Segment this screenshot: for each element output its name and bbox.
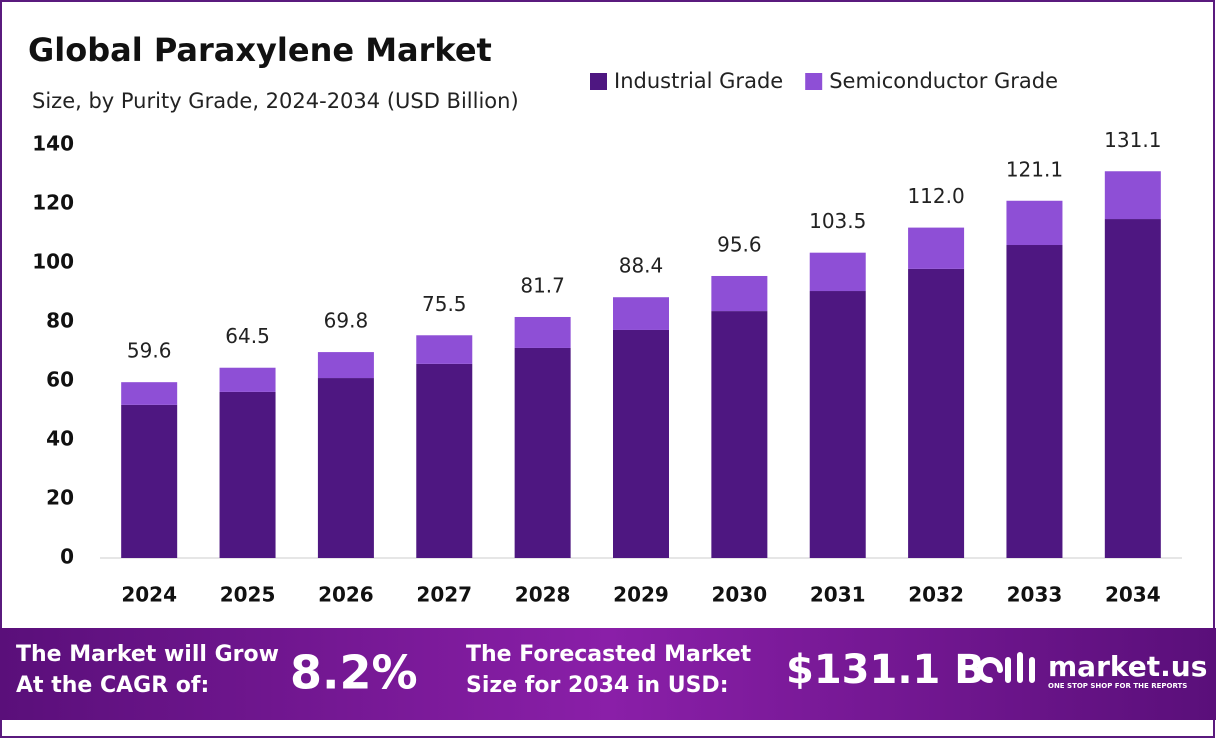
total-label: 75.5 — [422, 292, 467, 316]
x-tick-label: 2028 — [515, 583, 571, 607]
bar-segment — [711, 311, 768, 558]
footer: The Market will Grow At the CAGR of: 8.2… — [16, 642, 1207, 700]
bar-segment — [809, 252, 866, 292]
y-tick-label: 120 — [32, 191, 74, 215]
total-label: 112.0 — [907, 184, 964, 208]
x-tick-label: 2027 — [416, 583, 472, 607]
footer-text: The Forecasted Market — [466, 642, 752, 667]
y-tick-label: 40 — [46, 427, 74, 451]
total-label: 81.7 — [520, 273, 565, 297]
tagline: ONE STOP SHOP FOR THE REPORTS — [1048, 682, 1187, 690]
y-tick-label: 100 — [32, 250, 74, 274]
bar-segment — [317, 352, 374, 379]
bar-segment — [809, 291, 866, 558]
bar-segment — [121, 404, 178, 558]
bar-segment — [121, 382, 178, 405]
bar-segment — [416, 335, 473, 364]
bar-segment — [219, 367, 276, 392]
chart-subtitle: Size, by Purity Grade, 2024-2034 (USD Bi… — [32, 89, 519, 113]
total-label: 131.1 — [1104, 128, 1161, 152]
forecast-value: $131.1 B — [786, 647, 985, 693]
total-label: 59.6 — [127, 339, 172, 363]
bar-segment — [613, 297, 669, 330]
total-label: 103.5 — [809, 209, 866, 233]
footer-text: Size for 2034 in USD: — [466, 673, 729, 698]
total-label: 64.5 — [225, 324, 270, 348]
x-tick-label: 2029 — [613, 583, 669, 607]
bar-segment — [219, 391, 276, 558]
bar-segment — [1006, 245, 1063, 558]
legend-swatch — [805, 73, 823, 90]
brand-logo — [977, 652, 1035, 683]
y-tick-label: 80 — [46, 309, 74, 333]
bar-segment — [1104, 171, 1161, 220]
x-tick-label: 2033 — [1007, 583, 1063, 607]
x-tick-label: 2034 — [1105, 583, 1161, 607]
brand: market.us — [1048, 650, 1207, 683]
cagr-value: 8.2% — [290, 646, 418, 700]
footer-text: At the CAGR of: — [16, 673, 209, 698]
legend-label: Industrial Grade — [614, 69, 783, 93]
x-tick-label: 2026 — [318, 583, 374, 607]
total-label: 121.1 — [1006, 157, 1063, 181]
bar-segment — [711, 275, 768, 312]
bar-segment — [1104, 219, 1161, 559]
x-tick-label: 2025 — [220, 583, 276, 607]
legend-swatch — [590, 73, 607, 90]
x-tick-label: 2024 — [121, 583, 177, 607]
legend-label: Semiconductor Grade — [829, 69, 1058, 93]
bar-segment — [1006, 200, 1063, 246]
footer-text: The Market will Grow — [16, 642, 279, 667]
bar-segment — [514, 347, 571, 558]
y-tick-label: 140 — [32, 132, 74, 156]
x-tick-label: 2032 — [908, 583, 964, 607]
x-tick-label: 2030 — [712, 583, 768, 607]
footer-band — [0, 628, 1216, 720]
total-label: 69.8 — [324, 309, 369, 333]
y-tick-label: 0 — [60, 545, 74, 569]
total-label: 88.4 — [619, 254, 664, 278]
bar-segment — [908, 227, 965, 269]
y-tick-label: 20 — [46, 486, 74, 510]
total-label: 95.6 — [717, 232, 762, 256]
bar-segment — [908, 268, 965, 558]
chart-title: Global Paraxylene Market — [28, 31, 492, 69]
bar-segment — [416, 363, 473, 558]
x-tick-label: 2031 — [810, 583, 866, 607]
y-tick-label: 60 — [46, 368, 74, 392]
bar-segment — [317, 378, 374, 558]
bar-segment — [613, 329, 669, 558]
bar-segment — [514, 316, 571, 348]
